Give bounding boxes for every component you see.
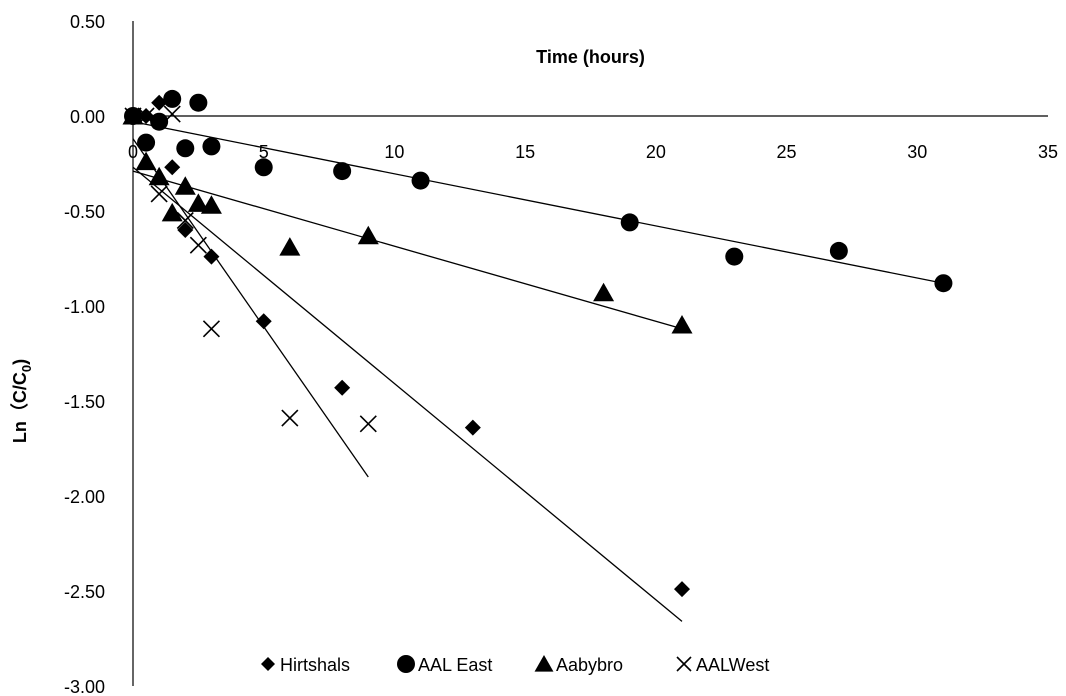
point-aal-east <box>189 93 208 112</box>
point-hirtshals <box>464 419 481 436</box>
point-aalwest <box>176 211 194 230</box>
x-tick-label: 35 <box>1038 142 1058 162</box>
point-aal-east <box>333 162 352 181</box>
point-aabybro <box>174 176 196 195</box>
point-aal-east <box>137 133 156 152</box>
y-tick-label: 0.50 <box>70 12 105 32</box>
point-aalwest <box>137 107 155 125</box>
point-aabybro <box>200 195 222 214</box>
point-aalwest <box>189 236 207 254</box>
y-axis-title-close: ) <box>10 359 30 365</box>
point-aabybro <box>187 193 209 212</box>
legend-label: AAL East <box>418 655 492 675</box>
point-aal-east <box>254 158 273 177</box>
y-tick-labels: 0.50 0.00 -0.50 -1.00 -1.50 -2.00 -2.50 -3.00 <box>64 12 105 696</box>
point-aabybro <box>357 225 379 245</box>
x-tick-label: 25 <box>777 142 797 162</box>
point-aalwest <box>359 415 377 433</box>
y-tick-label: -1.50 <box>64 392 105 412</box>
x-tick-label: 0 <box>128 142 138 162</box>
y-tick-label: -0.50 <box>64 202 105 222</box>
point-aabybro <box>161 202 183 222</box>
point-hirtshals <box>151 94 168 111</box>
point-aabybro <box>135 151 157 171</box>
point-aal-east <box>934 274 953 293</box>
trendline-aal-east <box>132 121 944 284</box>
point-hirtshals <box>255 313 272 330</box>
point-hirtshals <box>203 248 220 265</box>
x-tick-label: 5 <box>259 142 269 162</box>
point-aalwest <box>202 320 220 338</box>
y-tick-label: -2.50 <box>64 582 105 602</box>
point-aal-east <box>202 137 221 156</box>
axes <box>132 21 1048 686</box>
point-aabybro <box>279 237 301 256</box>
y-axis-title-subscript: 0 <box>19 365 34 372</box>
legend-marker-hirtshals <box>261 657 275 671</box>
x-tick-label: 30 <box>907 142 927 162</box>
legend: Hirtshals AAL East Aabybro AALWest <box>261 655 769 675</box>
point-aal-east <box>620 213 639 232</box>
point-aal-east <box>150 112 169 131</box>
legend-item-aabybro: Aabybro <box>534 655 623 675</box>
trendline-aabybro <box>132 170 683 330</box>
trendlines <box>132 121 944 622</box>
legend-marker-aalwest <box>676 656 692 672</box>
x-axis-title: Time (hours) <box>536 47 645 67</box>
point-hirtshals <box>164 159 181 176</box>
point-aal-east <box>176 139 195 158</box>
y-tick-label: -3.00 <box>64 677 105 696</box>
point-hirtshals <box>334 379 351 396</box>
point-aalwest <box>150 185 168 203</box>
point-aal-east <box>725 247 744 266</box>
point-aabybro <box>593 282 615 302</box>
point-aalwest <box>281 409 299 427</box>
y-tick-label: -2.00 <box>64 487 105 507</box>
trendline-aalwest <box>132 138 369 478</box>
x-tick-label: 10 <box>384 142 404 162</box>
point-aalwest <box>124 107 142 125</box>
point-aalwest <box>163 105 181 123</box>
legend-label: Hirtshals <box>280 655 350 675</box>
x-tick-label: 20 <box>646 142 666 162</box>
legend-label: Aabybro <box>556 655 623 675</box>
point-aal-east <box>829 241 848 260</box>
point-aabybro <box>148 166 170 186</box>
y-tick-label: 0.00 <box>70 107 105 127</box>
legend-marker-aal-east <box>397 655 415 673</box>
legend-label: AALWest <box>696 655 769 675</box>
legend-marker-aabybro <box>534 655 554 672</box>
y-tick-label: -1.00 <box>64 297 105 317</box>
point-hirtshals <box>674 581 690 598</box>
legend-item-aal-east: AAL East <box>397 655 492 675</box>
point-aal-east <box>411 171 430 190</box>
point-aabybro <box>671 315 693 334</box>
y-axis-title-main: Ln（C/C <box>10 372 30 443</box>
legend-item-aalwest: AALWest <box>676 655 769 675</box>
point-aal-east <box>163 89 182 108</box>
trendline-hirtshals <box>132 166 683 622</box>
data-points <box>122 89 953 598</box>
legend-item-hirtshals: Hirtshals <box>261 655 350 675</box>
x-tick-labels: 0 5 10 15 20 25 30 35 <box>128 142 1058 162</box>
point-hirtshals <box>177 222 194 238</box>
x-tick-label: 15 <box>515 142 535 162</box>
y-axis-title: Ln（C/C0) <box>10 359 34 443</box>
